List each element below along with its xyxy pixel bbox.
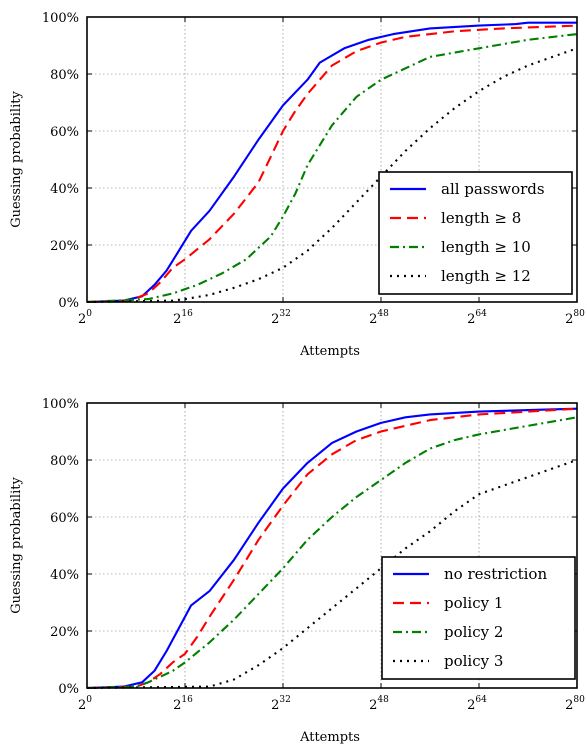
series-line-1	[86, 407, 578, 690]
series-line-2	[86, 407, 578, 690]
y-tick-label: 60%	[50, 511, 79, 526]
y-tick-label: 0%	[58, 296, 79, 311]
y-tick-label: 0%	[58, 682, 79, 697]
chart-top: 20 216 232 248 264 280 0% 20% 40% 60% 80% 100% Attem…	[9, 11, 585, 359]
legend-label-2: policy 1	[444, 594, 503, 612]
y-tick-label: 20%	[50, 239, 79, 254]
y-tick-label: 100%	[42, 397, 79, 412]
plot-frame	[86, 402, 578, 689]
y-axis-title: Guessing probability	[9, 477, 24, 614]
plot-frame	[86, 16, 578, 303]
y-tick-label: 20%	[50, 625, 79, 640]
legend-label-1: no restriction	[444, 565, 547, 583]
x-tick-label: 216	[173, 309, 193, 327]
legend-label-4: length ≥ 12	[441, 267, 531, 285]
x-tick-label: 248	[369, 695, 389, 713]
y-tick-label: 80%	[50, 454, 79, 469]
x-tick-label: 232	[271, 695, 291, 713]
x-tick-label: 264	[467, 309, 487, 327]
legend-label-3: policy 2	[444, 623, 503, 641]
x-tick-label: 280	[565, 695, 585, 713]
series-line-2	[86, 24, 578, 304]
x-tick-label: 232	[271, 309, 291, 327]
y-axis-title: Guessing probability	[9, 91, 24, 228]
legend-label-1: all passwords	[441, 180, 545, 198]
legend-label-2: length ≥ 8	[441, 209, 521, 227]
legend: no restriction policy 1 policy 2 policy 3	[381, 556, 576, 680]
x-tick-label: 264	[467, 695, 487, 713]
x-tick-label: 248	[369, 309, 389, 327]
series-line-3	[86, 33, 578, 304]
x-axis-title: Attempts	[299, 730, 360, 745]
legend-label-4: policy 3	[444, 652, 503, 670]
y-tick-label: 40%	[50, 182, 79, 197]
y-tick-label: 80%	[50, 68, 79, 83]
series-line-3	[86, 416, 578, 690]
x-tick-label: 280	[565, 309, 585, 327]
series-line-4	[86, 459, 578, 690]
legend-label-3: length ≥ 10	[441, 238, 531, 256]
x-tick-label: 216	[173, 695, 193, 713]
y-tick-label: 40%	[50, 568, 79, 583]
chart-bottom: 20 216 232 248 264 280 0% 20% 40% 60% 80% 100% Attem…	[9, 397, 585, 745]
x-tick-label: 20	[78, 695, 92, 713]
y-tick-label: 100%	[42, 11, 79, 26]
legend-box	[378, 171, 573, 295]
x-tick-label: 20	[78, 309, 92, 327]
series-line-1	[86, 21, 577, 304]
x-axis-title: Attempts	[299, 344, 360, 359]
legend-box	[381, 556, 576, 680]
y-tick-label: 60%	[50, 125, 79, 140]
legend: all passwords length ≥ 8 length ≥ 10 length…	[378, 171, 573, 295]
